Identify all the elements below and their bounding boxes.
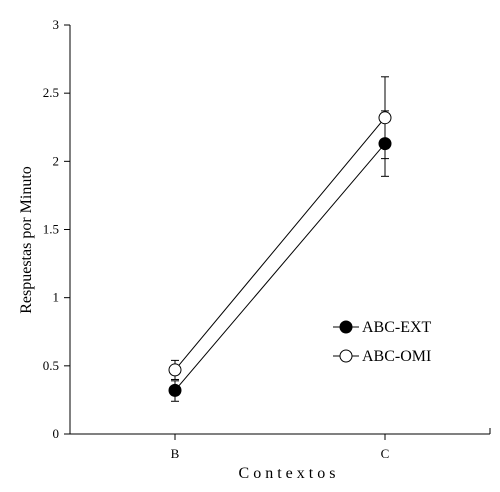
- y-tick-label: 0: [53, 426, 60, 441]
- series-lines: [174, 117, 386, 391]
- y-tick-label: 2.5: [43, 85, 59, 100]
- y-tick-label: 1.5: [43, 222, 59, 237]
- legend: ABC-EXT ABC-OMI: [333, 319, 432, 365]
- y-axis-ticks: 0 0.5 1 1.5 2 2.5 3: [43, 17, 70, 441]
- data-point-abc-ext: [168, 383, 182, 397]
- x-tick-label: B: [171, 446, 180, 461]
- y-tick-label: 3: [53, 17, 60, 32]
- data-points: [168, 111, 392, 397]
- y-tick-label: 0.5: [43, 358, 59, 373]
- legend-marker: [339, 349, 353, 363]
- y-tick-label: 1: [53, 290, 60, 305]
- data-point-abc-omi: [168, 363, 182, 377]
- x-tick-label: C: [381, 446, 390, 461]
- error-bars: [171, 76, 389, 402]
- legend-label: ABC-OMI: [362, 348, 431, 365]
- series-line-abc-omi: [174, 117, 386, 371]
- data-point-abc-omi: [378, 111, 392, 125]
- series-line-abc-ext: [174, 143, 386, 391]
- data-point-abc-ext: [378, 137, 392, 151]
- y-axis-title: Respuestas por Minuto: [18, 166, 35, 314]
- legend-label: ABC-EXT: [362, 319, 432, 336]
- legend-marker: [339, 320, 353, 334]
- x-axis-title: C o n t e x t o s: [239, 465, 336, 482]
- y-tick-label: 2: [53, 153, 60, 168]
